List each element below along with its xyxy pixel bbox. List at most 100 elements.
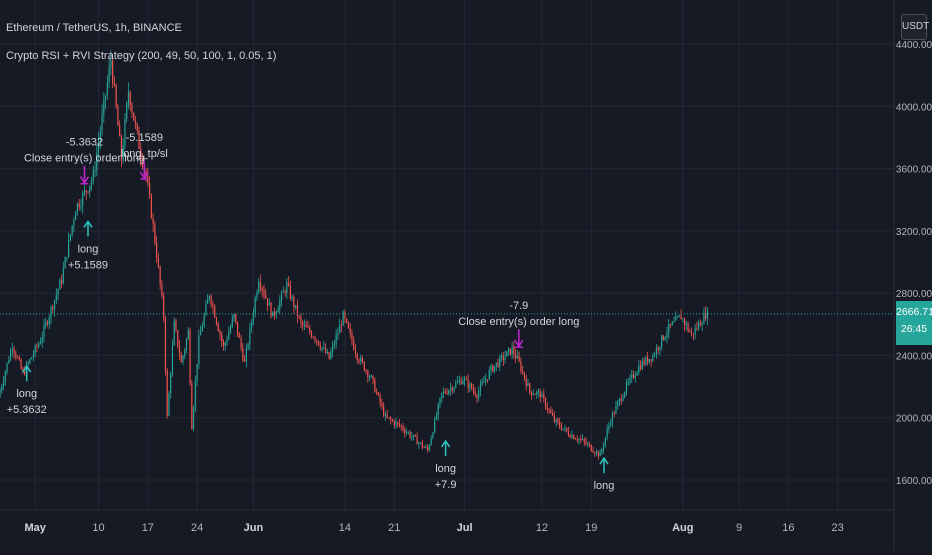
- entry-label: long: [78, 243, 99, 255]
- candle-body: [321, 347, 323, 349]
- candle-body: [303, 324, 306, 326]
- candle-body: [576, 439, 578, 441]
- candle-body: [641, 361, 643, 370]
- candle-body: [585, 441, 587, 445]
- candle-body: [564, 427, 566, 429]
- candle-body: [185, 339, 188, 350]
- candle-body: [544, 398, 547, 408]
- candle-body: [365, 370, 367, 372]
- candle-body: [310, 332, 313, 337]
- candle-body: [224, 342, 226, 347]
- candle-body: [147, 176, 149, 184]
- candle-body: [198, 335, 200, 365]
- candle-body: [210, 295, 212, 305]
- candle-body: [435, 415, 438, 419]
- candle-body: [178, 346, 181, 355]
- candle-body: [532, 394, 534, 396]
- candle-body: [200, 331, 202, 336]
- y-tick-label: 1600.00: [896, 476, 932, 487]
- candle-body: [546, 407, 548, 410]
- candle-body: [689, 330, 691, 333]
- candle-body: [289, 285, 291, 299]
- candle-body: [152, 217, 154, 224]
- candle-body: [615, 406, 617, 414]
- candle-body: [476, 395, 478, 399]
- candle-body: [493, 365, 496, 372]
- candle-body: [312, 336, 314, 338]
- candle-body: [668, 324, 670, 333]
- candle-body: [675, 317, 677, 321]
- candle-body: [38, 343, 40, 347]
- candle-body: [119, 125, 121, 137]
- candle-body: [483, 381, 485, 383]
- strategy-legend[interactable]: Crypto RSI + RVI Strategy (200, 49, 50, …: [6, 50, 277, 62]
- candle-body: [386, 414, 388, 418]
- candle-body: [189, 330, 191, 383]
- y-tick-label: 2000.00: [896, 414, 932, 425]
- candle-body: [437, 404, 439, 416]
- candle-body: [50, 307, 52, 318]
- candle-body: [648, 359, 650, 363]
- candle-body: [666, 332, 668, 337]
- candle-body: [400, 425, 402, 427]
- candle-body: [678, 315, 680, 317]
- candle-body: [370, 375, 372, 378]
- candle-body: [6, 363, 8, 372]
- candle-body: [611, 413, 614, 423]
- entry-pnl: +5.1589: [68, 259, 108, 271]
- exit-arrow-icon: [79, 176, 90, 185]
- candle-body: [201, 326, 203, 332]
- candle-body: [360, 357, 362, 362]
- candle-body: [560, 426, 562, 430]
- candle-body: [90, 180, 93, 186]
- candle-body: [92, 170, 94, 181]
- candle-body: [97, 141, 100, 154]
- candle-body: [291, 296, 293, 299]
- candle-body: [307, 327, 309, 328]
- candle-body: [117, 106, 119, 126]
- candle-body: [64, 257, 66, 269]
- candle-body: [2, 381, 5, 387]
- candle-body: [448, 390, 450, 394]
- candle-body: [340, 325, 343, 326]
- candle-body: [99, 130, 101, 142]
- candle-body: [701, 323, 703, 326]
- candle-body: [83, 190, 86, 194]
- exit-label: Close entry(s) order long: [24, 153, 145, 165]
- candle-body: [432, 432, 434, 439]
- candle-body: [578, 439, 580, 441]
- candle-body: [148, 183, 151, 196]
- candle-body: [59, 279, 61, 290]
- candle-body: [110, 60, 112, 68]
- candle-body: [157, 258, 159, 267]
- candle-body: [159, 266, 161, 285]
- candle-body: [314, 337, 316, 340]
- candle-body: [279, 300, 281, 309]
- currency-badge[interactable]: USDT: [901, 14, 929, 40]
- candle-body: [16, 357, 19, 358]
- candle-body: [548, 409, 550, 411]
- candle-body: [221, 334, 223, 342]
- candle-body: [657, 347, 659, 350]
- candle-body: [441, 392, 443, 399]
- candle-body: [344, 311, 346, 319]
- candle-body: [458, 380, 460, 382]
- candle-body: [101, 113, 103, 131]
- exit-pnl: -7.9: [509, 300, 528, 312]
- candle-body: [680, 315, 682, 320]
- candle-body: [256, 292, 258, 299]
- candle-body: [374, 379, 376, 393]
- y-tick-label: 2800.00: [896, 289, 932, 300]
- candle-body: [363, 361, 365, 371]
- candle-body: [268, 303, 270, 306]
- candle-body: [145, 170, 147, 177]
- candle-body: [284, 291, 286, 294]
- candle-body: [522, 370, 524, 373]
- candle-body: [326, 352, 328, 354]
- candle-body: [229, 326, 232, 333]
- candle-body: [177, 330, 179, 347]
- candle-body: [219, 330, 221, 335]
